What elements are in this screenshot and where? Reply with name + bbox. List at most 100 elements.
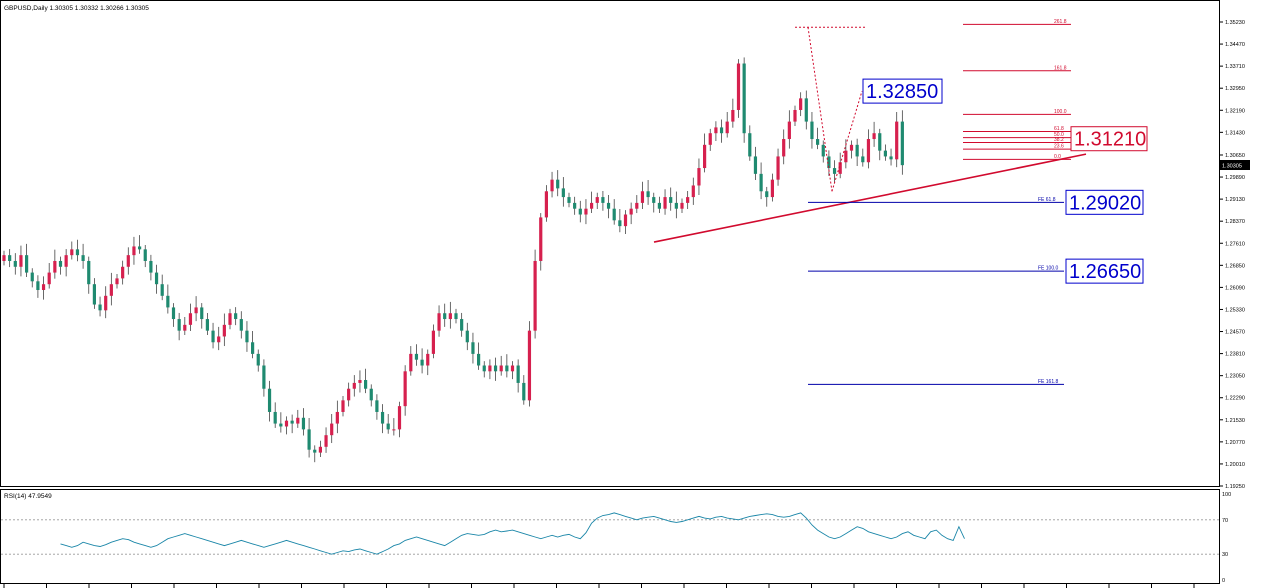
candle-body: [380, 411, 385, 424]
candle-body: [2, 255, 6, 261]
candle-body: [742, 63, 746, 134]
candle-body: [347, 388, 351, 401]
candle-body: [115, 278, 119, 285]
candle-body: [646, 191, 650, 198]
swing-dotted: [831, 90, 863, 192]
price-tick-label: 1.32190: [1225, 108, 1245, 114]
candle-body: [13, 260, 17, 267]
candle-body: [652, 197, 656, 203]
candle-body: [239, 319, 243, 331]
candle-body: [663, 197, 667, 209]
rsi-level-label: 30: [1222, 552, 1228, 558]
price-callout-box: [862, 78, 943, 104]
candle-body: [369, 388, 373, 401]
candle-body: [420, 359, 424, 366]
candle-body: [765, 191, 769, 198]
candle-body: [691, 185, 695, 198]
price-tick-label: 1.28370: [1225, 219, 1245, 225]
candle-body: [816, 139, 820, 145]
candles-layer: [2, 57, 904, 463]
candle-body: [8, 255, 12, 261]
price-tick-label: 1.29130: [1225, 197, 1245, 203]
candle-body: [827, 156, 831, 169]
price-tick-label: 1.26850: [1225, 263, 1245, 269]
candle-body: [70, 249, 74, 256]
candle-body: [217, 336, 221, 343]
rsi-level-label: 70: [1222, 518, 1228, 524]
candle-body: [810, 121, 814, 140]
fib-level-label: 261.8: [1054, 19, 1067, 25]
overlays-layer: 261.8 161.8 100.0 61.850.038.223.6 0.0 FE 61.…: [653, 19, 1250, 385]
candle-body: [623, 214, 628, 227]
candle-body: [364, 380, 368, 389]
candle-body: [488, 365, 492, 372]
candle-body: [358, 380, 362, 383]
candle-body: [58, 260, 63, 267]
candle-body: [895, 121, 899, 160]
candle-body: [53, 260, 57, 273]
candle-body: [104, 295, 108, 311]
price-callout-text: 1.29020: [1069, 192, 1141, 214]
price-tick-label: 1.32950: [1225, 86, 1245, 92]
candle-body: [539, 217, 543, 261]
rsi-panel-frame: [0, 489, 1220, 584]
candle-body: [731, 109, 735, 122]
candle-body: [375, 400, 379, 412]
candle-body: [448, 313, 452, 320]
candle-body: [126, 255, 130, 267]
price-tick-label: 1.23050: [1225, 374, 1245, 380]
rsi-level-label: 100: [1222, 492, 1231, 498]
candle-body: [680, 202, 684, 209]
candle-body: [81, 255, 85, 261]
candle-body: [465, 330, 469, 343]
candle-body: [335, 411, 339, 424]
fib-level-label: 38.2: [1054, 137, 1064, 143]
candle-body: [431, 330, 435, 354]
candle-body: [352, 382, 356, 389]
candle-body: [861, 156, 865, 163]
candle-body: [612, 208, 616, 221]
candle-body: [98, 304, 102, 311]
candle-body: [25, 255, 29, 273]
candle-body: [748, 133, 752, 157]
price-callout-text: 1.26650: [1069, 261, 1141, 283]
price-tick-label: 1.30650: [1225, 153, 1245, 159]
candle-body: [273, 411, 277, 424]
candle-body: [866, 139, 871, 163]
candle-body: [313, 449, 317, 453]
fib-level-label: 161.8: [1054, 65, 1067, 71]
rsi-layer: 100 70 30 0: [1, 492, 1231, 584]
candle-body: [121, 266, 125, 279]
price-tick-label: 1.25330: [1225, 307, 1245, 313]
candle-body: [618, 220, 622, 227]
candle-body: [787, 121, 791, 140]
candle-body: [629, 208, 633, 215]
candle-body: [776, 156, 780, 180]
trendline[interactable]: [653, 153, 1087, 243]
candle-body: [132, 246, 136, 256]
candle-body: [595, 197, 599, 203]
candle-body: [318, 446, 322, 453]
price-tick-label: 1.35230: [1225, 20, 1245, 26]
candle-body: [154, 272, 159, 285]
candle-body: [403, 371, 407, 407]
candle-body: [606, 202, 611, 209]
price-callout-text: 1.32850: [866, 81, 938, 103]
candle-body: [482, 365, 486, 372]
candle-body: [30, 272, 34, 282]
candle-body: [510, 365, 515, 372]
candle-body: [109, 284, 113, 296]
candle-body: [550, 179, 554, 192]
candle-body: [149, 260, 153, 273]
candle-body: [392, 429, 396, 431]
candle-body: [471, 342, 475, 354]
candle-body: [307, 429, 311, 450]
candle-body: [686, 197, 690, 203]
fib-level-label: 100.0: [1054, 109, 1067, 115]
candle-body: [544, 191, 548, 218]
price-tick-label: 1.21530: [1225, 418, 1245, 424]
candle-body: [674, 202, 678, 209]
price-tick-label: 1.26090: [1225, 285, 1245, 291]
candle-body: [386, 423, 390, 430]
